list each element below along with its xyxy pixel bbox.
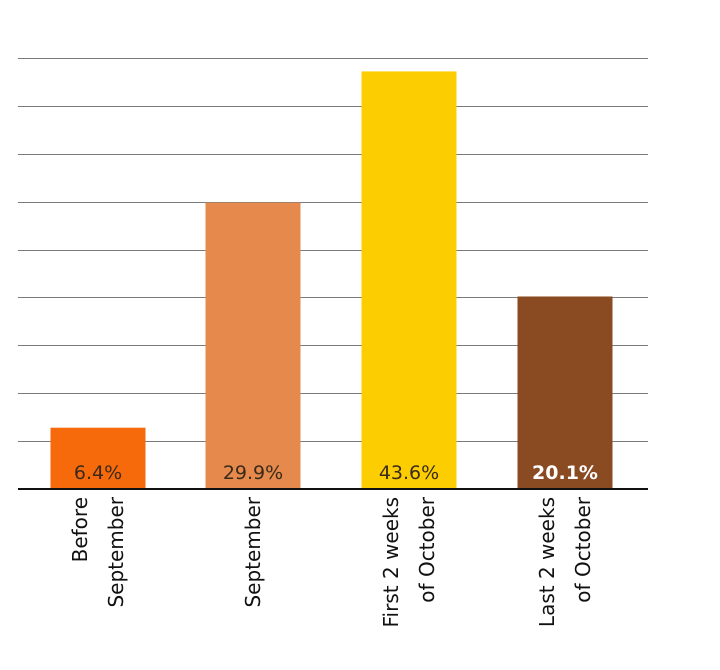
value-labels: 6.4% 29.9% 43.6% 20.1% (74, 462, 598, 484)
category-label: Last 2 weeks of October (535, 496, 595, 627)
category-label-line: Last 2 weeks (535, 497, 559, 627)
category-label-line: of October (415, 496, 439, 602)
bar-value-label: 20.1% (532, 462, 598, 484)
bar (361, 71, 457, 490)
bar (517, 296, 613, 489)
bars (50, 71, 613, 490)
bar-value-label: 6.4% (74, 462, 122, 484)
category-labels: Before September September First 2 weeks of … (68, 496, 595, 627)
bar-value-label: 29.9% (223, 462, 283, 484)
category-label-line: September (241, 496, 265, 607)
category-label-line: of October (571, 496, 595, 602)
bar (50, 427, 146, 489)
category-label: Before September (68, 496, 128, 607)
category-label-line: September (104, 496, 128, 607)
bar-value-label: 43.6% (379, 462, 439, 484)
category-label-line: Before (68, 497, 92, 562)
category-label: First 2 weeks of October (379, 496, 439, 627)
gridlines (18, 58, 648, 442)
category-label-line: First 2 weeks (379, 497, 403, 628)
bar (205, 202, 301, 489)
category-label: September (241, 496, 265, 607)
